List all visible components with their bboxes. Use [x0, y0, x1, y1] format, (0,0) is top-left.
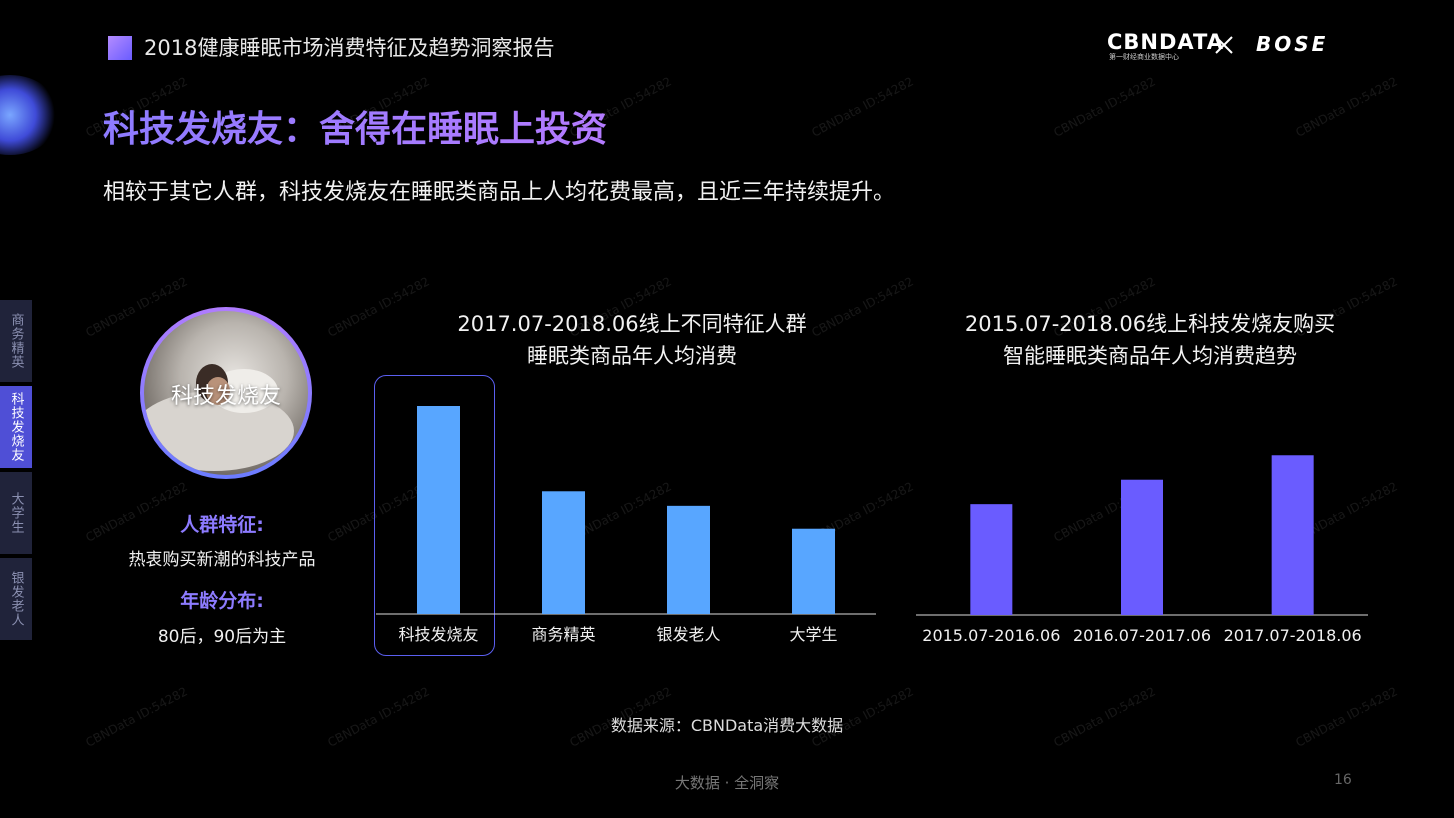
- report-title-marker: [108, 36, 132, 60]
- watermark-text: CBNData ID:54282: [1051, 74, 1158, 140]
- chart2-category-label: 2016.07-2017.06: [1073, 626, 1211, 645]
- side-tab-label: 大学生: [8, 492, 24, 534]
- footer-slogan: 大数据 · 全洞察: [674, 774, 780, 792]
- side-tab-label: 商务精英: [8, 313, 24, 369]
- bose-logo: BOSE: [1256, 32, 1329, 56]
- side-tab-label: 科技发烧友: [8, 392, 24, 462]
- persona-trait-value: 热衷购买新潮的科技产品: [128, 550, 316, 570]
- persona-age-value: 80后，90后为主: [157, 627, 287, 647]
- chart1-bar: [667, 505, 710, 614]
- chart1-bar: [417, 406, 460, 614]
- chart2-bar: [1121, 479, 1163, 615]
- side-tab-college-student[interactable]: 大学生: [0, 472, 32, 554]
- chart2-title: 2015.07-2018.06线上科技发烧友购买 智能睡眠类商品年人均消费趋势: [910, 308, 1390, 372]
- side-tab-label: 银发老人: [8, 571, 24, 627]
- chart1-category-label: 银发老人: [656, 625, 720, 644]
- cbndata-logo: CBNDATA: [1107, 30, 1224, 54]
- persona-age-heading: 年龄分布:: [180, 590, 264, 612]
- page-headline: 科技发烧友：舍得在睡眠上投资: [103, 100, 607, 152]
- chart1-category-label: 大学生: [789, 625, 837, 644]
- chart1-title-line1: 2017.07-2018.06线上不同特征人群: [457, 312, 807, 336]
- chart1-bar: [542, 491, 585, 614]
- cbndata-logo-subtitle: 第一财经商业数据中心: [1109, 53, 1179, 61]
- chart1-bar-chart: 科技发烧友 商务精英 银发老人 大学生: [376, 406, 876, 644]
- page-number: 16: [1334, 772, 1352, 788]
- chart2-bar-chart: 2015.07-2016.06 2016.07-2017.06 2017.07-20…: [916, 455, 1368, 645]
- decorative-glow: [0, 75, 60, 155]
- chart2-category-label: 2017.07-2018.06: [1224, 626, 1362, 645]
- chart1-title: 2017.07-2018.06线上不同特征人群 睡眠类商品年人均消费: [376, 308, 888, 372]
- side-tab-business-elite[interactable]: 商务精英: [0, 300, 32, 382]
- chart2-category-label: 2015.07-2016.06: [922, 626, 1060, 645]
- watermark-text: CBNData ID:54282: [809, 74, 916, 140]
- report-title: 2018健康睡眠市场消费特征及趋势洞察报告: [144, 36, 555, 60]
- chart1-highlight-box: [374, 375, 495, 656]
- chart1-category-label: 科技发烧友: [398, 625, 478, 644]
- data-source: 数据来源：CBNData消费大数据: [610, 716, 844, 735]
- persona-avatar-photo: [144, 311, 308, 475]
- persona-name: 科技发烧友: [170, 384, 281, 409]
- watermark-text: CBNData ID:54282: [1293, 74, 1400, 140]
- chart1-title-line2: 睡眠类商品年人均消费: [527, 344, 737, 368]
- side-tab-senior[interactable]: 银发老人: [0, 558, 32, 640]
- chart1-bar: [792, 528, 835, 614]
- persona-trait-heading: 人群特征:: [180, 514, 264, 536]
- collaboration-x-icon: [1215, 36, 1233, 54]
- chart2-title-line1: 2015.07-2018.06线上科技发烧友购买: [964, 312, 1336, 336]
- side-tab-tech-enthusiast[interactable]: 科技发烧友: [0, 386, 32, 468]
- chart2-bar: [970, 504, 1013, 615]
- chart2-bar: [1271, 455, 1314, 615]
- chart1-category-label: 商务精英: [531, 625, 595, 644]
- chart2-title-line2: 智能睡眠类商品年人均消费趋势: [1003, 344, 1297, 368]
- page-subheadline: 相较于其它人群，科技发烧友在睡眠类商品上人均花费最高，且近三年持续提升。: [103, 180, 896, 205]
